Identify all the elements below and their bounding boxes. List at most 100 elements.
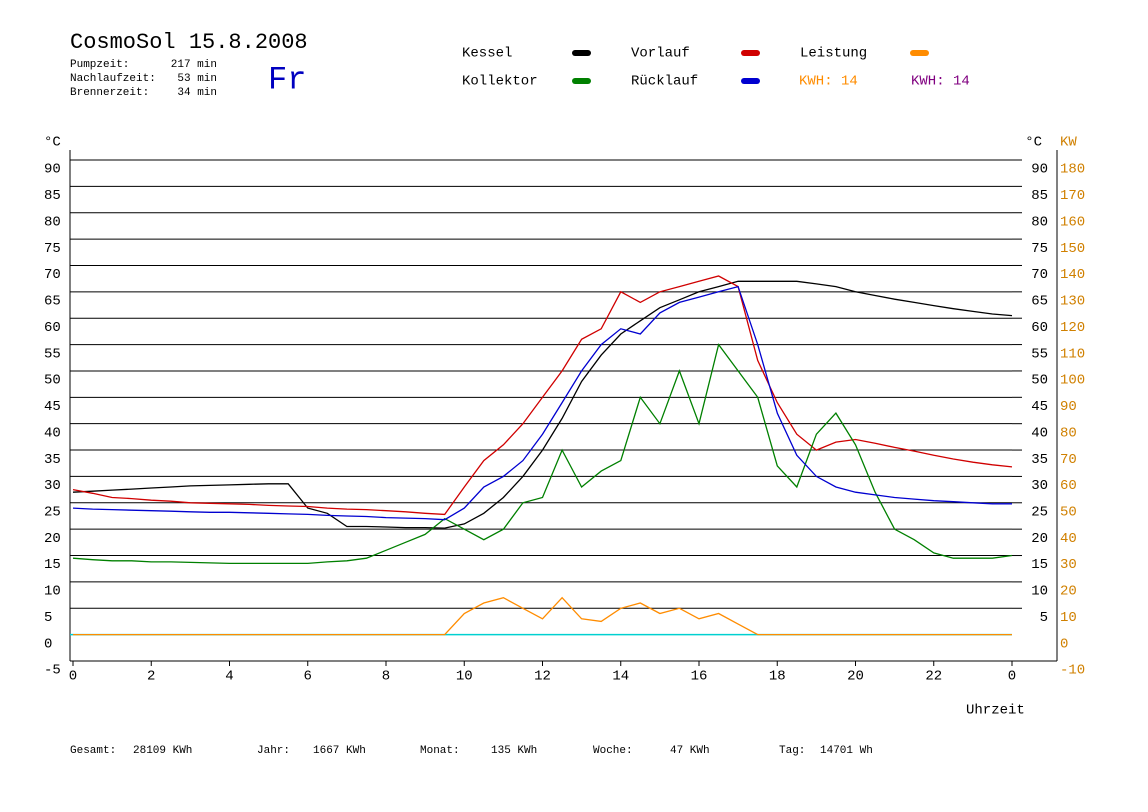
right-y-tick-label: 30 (1031, 478, 1048, 494)
x-tick-label: 6 (304, 669, 312, 685)
x-tick-label: 8 (382, 669, 390, 685)
right-y-tick-label: 60 (1031, 320, 1048, 336)
y-tick-label: 50 (44, 373, 61, 389)
right-y-tick-label: 85 (1031, 188, 1048, 204)
right-y-tick-label: 15 (1031, 557, 1048, 573)
stat-label: Pumpzeit: (70, 59, 129, 71)
x-tick-label: 16 (691, 669, 708, 685)
y2-tick-label: 150 (1060, 241, 1085, 257)
right-y-tick-label: 20 (1031, 531, 1048, 547)
y2-tick-label: 110 (1060, 346, 1085, 362)
y-tick-label: 10 (44, 584, 61, 600)
y2-tick-label: 130 (1060, 294, 1085, 310)
y-tick-label: 25 (44, 504, 61, 520)
legend-label: Leistung (800, 46, 867, 62)
right-y-tick-label: 55 (1031, 346, 1048, 362)
right-y-tick-label: 35 (1031, 452, 1048, 468)
day-label: Fr (268, 61, 306, 98)
total-label: Jahr: (257, 745, 290, 757)
y2-tick-label: 80 (1060, 425, 1077, 441)
total-label: Woche: (593, 745, 633, 757)
y2-tick-label: 140 (1060, 267, 1085, 283)
y-tick-label: 75 (44, 241, 61, 257)
right-y-tick-label: 75 (1031, 241, 1048, 257)
y-tick-label: 85 (44, 188, 61, 204)
stat-value: 217 min (171, 59, 217, 71)
x-tick-label: 4 (225, 669, 233, 685)
series-line (72, 280, 1013, 529)
y-tick-label: 40 (44, 425, 61, 441)
y2-tick-label: 40 (1060, 531, 1077, 547)
y-tick-label: 35 (44, 452, 61, 468)
x-tick-label: 20 (847, 669, 864, 685)
total-label: Monat: (420, 745, 460, 757)
right-y-tick-label: 5 (1040, 610, 1048, 626)
total-value: 28109 KWh (133, 745, 192, 757)
y-tick-label: -5 (44, 663, 61, 679)
right-y-tick-label: 10 (1031, 584, 1048, 600)
series-line (72, 285, 1012, 521)
total-value: 135 KWh (491, 745, 537, 757)
stat-label: Nachlaufzeit: (70, 73, 156, 85)
y2-tick-label: 70 (1060, 452, 1077, 468)
stat-label: Brennerzeit: (70, 87, 149, 99)
y2-tick-label: -10 (1060, 663, 1085, 679)
y-tick-label: 15 (44, 557, 61, 573)
series-line (73, 596, 1012, 636)
y2-tick-label: 20 (1060, 584, 1077, 600)
y-tick-label: 80 (44, 214, 61, 230)
legend-label: Vorlauf (631, 46, 690, 62)
x-tick-label: 12 (534, 669, 551, 685)
total-label: Tag: (779, 745, 805, 757)
y2-tick-label: 30 (1060, 557, 1077, 573)
right-y-tick-label: 40 (1031, 425, 1048, 441)
legend-label: Kollektor (462, 74, 538, 90)
y-tick-label: 55 (44, 346, 61, 362)
y-tick-label: 5 (44, 610, 52, 626)
total-value: 14701 Wh (820, 745, 873, 757)
chart-title: CosmoSol 15.8.2008 (70, 30, 308, 55)
y-axis-label-right: °C (1025, 135, 1042, 151)
legend-label: Rücklauf (631, 74, 698, 90)
y2-tick-label: 100 (1060, 373, 1085, 389)
x-tick-label: 0 (1008, 669, 1016, 685)
right-y-tick-label: 25 (1031, 504, 1048, 520)
total-value: 1667 KWh (313, 745, 366, 757)
x-tick-label: 0 (69, 669, 77, 685)
stat-value: 34 min (177, 87, 217, 99)
total-value: 47 KWh (670, 745, 710, 757)
y2-axis-label: KW (1060, 135, 1077, 151)
y2-tick-label: 10 (1060, 610, 1077, 626)
y2-tick-label: 0 (1060, 636, 1068, 652)
x-tick-label: 2 (147, 669, 155, 685)
y-tick-label: 65 (44, 294, 61, 310)
right-y-tick-label: 90 (1031, 162, 1048, 178)
x-tick-label: 18 (769, 669, 786, 685)
y-tick-label: 60 (44, 320, 61, 336)
series-line (72, 343, 1013, 565)
legend-label: Kessel (462, 46, 512, 62)
y2-tick-label: 160 (1060, 214, 1085, 230)
legend-note: KWH: 14 (799, 74, 858, 90)
y-tick-label: 70 (44, 267, 61, 283)
right-y-tick-label: 65 (1031, 294, 1048, 310)
y2-tick-label: 60 (1060, 478, 1077, 494)
y-tick-label: 0 (44, 636, 52, 652)
series-line (72, 275, 1013, 516)
y-tick-label: 45 (44, 399, 61, 415)
x-tick-label: 22 (925, 669, 942, 685)
right-y-tick-label: 50 (1031, 373, 1048, 389)
stat-value: 53 min (177, 73, 217, 85)
x-tick-label: 10 (456, 669, 473, 685)
x-axis-label: Uhrzeit (966, 703, 1025, 719)
right-y-tick-label: 45 (1031, 399, 1048, 415)
right-y-tick-label: 70 (1031, 267, 1048, 283)
total-label: Gesamt: (70, 745, 116, 757)
y2-tick-label: 120 (1060, 320, 1085, 336)
y2-tick-label: 90 (1060, 399, 1077, 415)
y2-tick-label: 50 (1060, 504, 1077, 520)
y-axis-label: °C (44, 135, 61, 151)
y-tick-label: 90 (44, 162, 61, 178)
